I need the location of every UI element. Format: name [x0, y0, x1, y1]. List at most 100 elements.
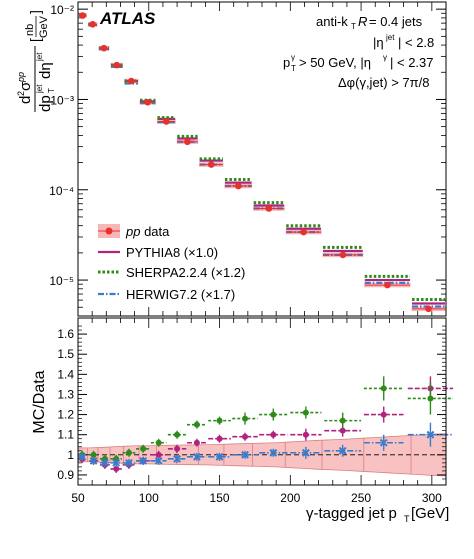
info-line-photon: p γ T > 50 GeV, |η γ | < 2.37 [283, 53, 434, 73]
svg-text:> 50 GeV, |η: > 50 GeV, |η [299, 55, 371, 70]
sherpa-ratio-point [193, 421, 200, 428]
data-point [127, 77, 135, 85]
svg-text:jet: jet [35, 52, 44, 62]
legend-label-herwig: HERWIG7.2 (×1.7) [126, 287, 235, 302]
data-point [184, 138, 191, 146]
svg-text:pp: pp [16, 72, 26, 83]
band-lower-edge [77, 461, 447, 477]
sherpa-ratio-point [140, 445, 147, 452]
pythia-ratio-point [302, 431, 309, 438]
data-point [100, 44, 108, 52]
sherpa-ratio-point [302, 409, 309, 416]
pythia-ratio-point [380, 411, 387, 418]
pythia-ratio-point [193, 439, 200, 446]
sherpa-ratio-point [242, 415, 249, 422]
x-tick-label: 200 [280, 491, 300, 505]
legend-label-data: pp data [125, 224, 170, 239]
sherpa-ratio-point [90, 451, 97, 458]
spectrum-panel: 10⁻⁵ 10⁻⁴ 10⁻³ 10⁻² [49, 2, 447, 317]
info-line-dphi: Δφ(γ,jet) > 7π/8 [338, 75, 429, 90]
svg-text:2: 2 [16, 91, 26, 96]
selection-info: anti-k T R = 0.4 jets |η jet | < 2.8 p γ… [283, 14, 434, 90]
svg-text:|η: |η [373, 35, 384, 50]
ratio-y-tick-label: 1.2 [57, 408, 74, 422]
sherpa-ratio-point [125, 449, 132, 456]
sherpa-ratio-point [216, 417, 223, 424]
sherpa-ratio-point [270, 411, 277, 418]
ratio-y-tick-label: 1.1 [57, 428, 74, 442]
ratio-y-tick-label: 1.4 [57, 367, 74, 381]
svg-text:dp: dp [37, 95, 54, 112]
svg-text:γ: γ [291, 53, 295, 62]
svg-text:jet: jet [385, 33, 395, 42]
ratio-y-tick-label: 1.5 [57, 347, 74, 361]
info-line-jets: anti-k T R = 0.4 jets [316, 14, 423, 31]
x-tick-label: 50 [71, 491, 85, 505]
legend: pp data PYTHIA8 (×1.0) SHERPA2.2.4 (×1.2) H… [98, 224, 245, 302]
svg-text:p: p [283, 55, 290, 70]
pythia-ratio-point [339, 427, 346, 434]
svg-text:anti-k: anti-k [316, 14, 348, 29]
svg-text:d: d [17, 96, 34, 104]
ratio-panel: 0.9 1 1.1 1.2 1.3 1.4 1.5 1.6 50 100 150 200 250 300 [57, 318, 454, 505]
y-tick-label: 10⁻⁵ [49, 274, 74, 288]
sherpa-ratio-point [380, 385, 387, 392]
pythia-ratio-point [270, 431, 277, 438]
svg-text:γ-tagged jet p: γ-tagged jet p [306, 505, 397, 522]
ratio-y-tick-label: 1.6 [57, 327, 74, 341]
svg-text:jet: jet [35, 84, 44, 94]
ratio-frame [77, 317, 447, 486]
legend-label-pythia: PYTHIA8 (×1.0) [126, 245, 218, 260]
svg-text:[GeV]: [GeV] [411, 505, 449, 522]
x-axis-label: γ-tagged jet p T [GeV] [306, 505, 449, 524]
x-tick-label: 250 [351, 491, 371, 505]
atlas-label: ATLAS [99, 9, 156, 28]
x-tick-label: 300 [422, 491, 442, 505]
svg-text:T: T [351, 22, 356, 31]
sherpa-ratio-point [427, 395, 434, 402]
pythia-ratio-point [113, 465, 120, 472]
data-point [89, 20, 96, 28]
pythia-ratio-point [216, 435, 223, 442]
svg-text:T: T [47, 88, 56, 93]
data-point [144, 99, 152, 106]
ratio-y-tick-label: 1 [67, 448, 74, 462]
svg-text:dη: dη [37, 62, 54, 79]
herwig-ratio-point [215, 452, 224, 461]
sherpa-ratio-point [155, 439, 162, 446]
sherpa-ratio-point [339, 417, 346, 424]
herwig-ratio-point [338, 446, 347, 455]
herwig-ratio-point [78, 452, 87, 461]
svg-text:Δφ(γ,jet) > 7π/8: Δφ(γ,jet) > 7π/8 [338, 75, 429, 90]
y-tick-label: 10⁻² [50, 3, 74, 17]
data-point [207, 161, 215, 168]
spectrum-y-axis-label: d 2 σ pp dp jet T dη jet [ nb GeV ] [16, 10, 56, 112]
herwig-ratio-point [301, 448, 310, 457]
svg-text:]: ] [27, 10, 43, 14]
herwig-ratio-point [154, 456, 163, 465]
herwig-ratio-point [241, 450, 249, 459]
data-point [163, 118, 170, 125]
herwig-ratio-point [379, 438, 388, 447]
spectrum-frame [77, 1, 447, 317]
pythia-ratio-point [174, 445, 181, 452]
herwig-ratio-point [139, 456, 148, 465]
herwig-ratio-point [89, 456, 98, 465]
data-point [339, 251, 347, 259]
data-point [79, 12, 86, 19]
data-point [425, 305, 432, 313]
herwig-ratio-point [269, 448, 278, 457]
svg-text:| < 2.8: | < 2.8 [398, 35, 434, 50]
svg-text:| < 2.37: | < 2.37 [390, 55, 434, 70]
data-point [300, 228, 307, 236]
y-tick-label: 10⁻⁴ [49, 184, 74, 198]
svg-text:σ: σ [17, 81, 34, 91]
pythia-ratio-point [242, 433, 249, 440]
herwig-ratio-point [100, 458, 109, 467]
data-point [265, 205, 273, 212]
legend-label-sherpa: SHERPA2.2.4 (×1.2) [126, 265, 245, 280]
x-tick-label: 150 [210, 491, 230, 505]
data-point [384, 281, 391, 289]
herwig-ratio-point [192, 452, 201, 461]
